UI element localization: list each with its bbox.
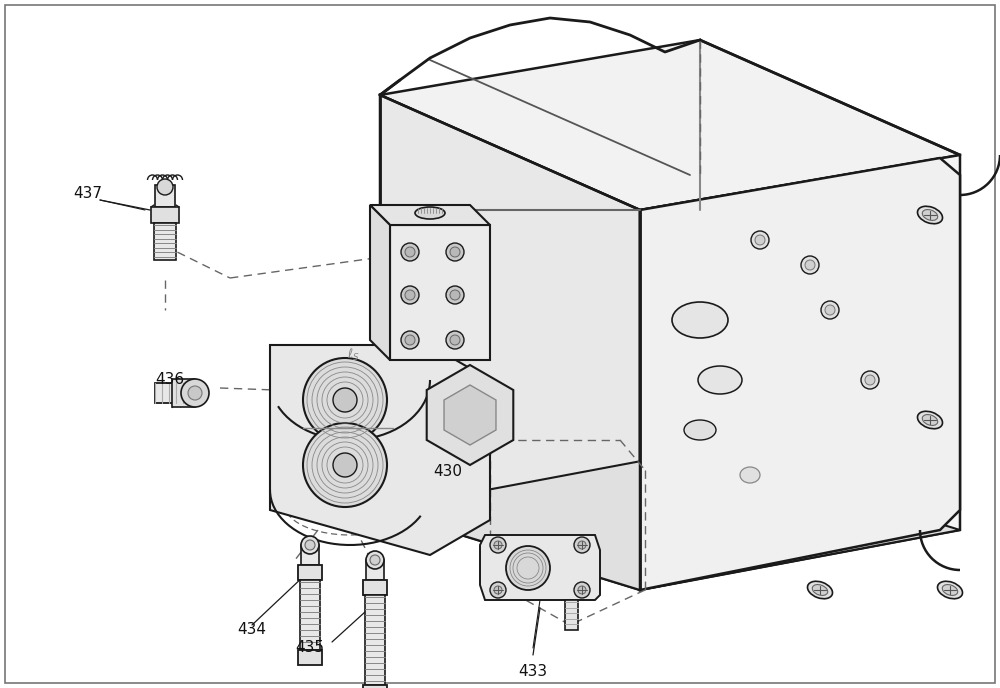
Ellipse shape	[366, 551, 384, 569]
Ellipse shape	[446, 243, 464, 261]
Polygon shape	[363, 685, 387, 688]
Ellipse shape	[865, 375, 875, 385]
Ellipse shape	[821, 301, 839, 319]
Ellipse shape	[181, 379, 209, 407]
Polygon shape	[380, 450, 960, 590]
Ellipse shape	[405, 335, 415, 345]
Text: 435: 435	[296, 641, 324, 656]
Polygon shape	[390, 225, 490, 360]
Ellipse shape	[574, 537, 590, 553]
Ellipse shape	[450, 247, 460, 257]
Ellipse shape	[305, 540, 315, 550]
Polygon shape	[300, 580, 320, 650]
Polygon shape	[365, 595, 385, 685]
Polygon shape	[155, 185, 175, 207]
Ellipse shape	[446, 286, 464, 304]
Polygon shape	[363, 580, 387, 595]
Ellipse shape	[805, 260, 815, 270]
Polygon shape	[172, 379, 195, 407]
Ellipse shape	[370, 555, 380, 565]
Polygon shape	[640, 158, 960, 590]
Ellipse shape	[578, 541, 586, 549]
Text: 433: 433	[518, 665, 548, 680]
Ellipse shape	[333, 453, 357, 477]
Polygon shape	[380, 95, 640, 590]
Ellipse shape	[401, 286, 419, 304]
Ellipse shape	[751, 231, 769, 249]
Polygon shape	[270, 345, 490, 555]
Ellipse shape	[450, 335, 460, 345]
Polygon shape	[366, 560, 384, 580]
Ellipse shape	[400, 282, 440, 338]
Ellipse shape	[922, 210, 938, 220]
Ellipse shape	[490, 537, 506, 553]
Ellipse shape	[937, 581, 963, 599]
Polygon shape	[5, 5, 995, 683]
Ellipse shape	[755, 235, 765, 245]
Ellipse shape	[684, 420, 716, 440]
Ellipse shape	[405, 290, 415, 300]
Polygon shape	[154, 223, 176, 260]
Polygon shape	[155, 383, 195, 403]
Polygon shape	[444, 385, 496, 445]
Polygon shape	[370, 205, 490, 225]
Ellipse shape	[303, 423, 387, 507]
Ellipse shape	[942, 585, 958, 595]
Text: 430: 430	[434, 464, 462, 480]
Ellipse shape	[446, 331, 464, 349]
Polygon shape	[480, 535, 600, 600]
Ellipse shape	[825, 305, 835, 315]
Polygon shape	[298, 650, 322, 665]
Ellipse shape	[494, 541, 502, 549]
Polygon shape	[370, 205, 390, 360]
Ellipse shape	[333, 388, 357, 412]
Polygon shape	[640, 155, 960, 590]
Polygon shape	[380, 40, 960, 210]
Polygon shape	[298, 565, 322, 580]
Text: 436: 436	[155, 372, 185, 387]
Ellipse shape	[861, 371, 879, 389]
Ellipse shape	[450, 290, 460, 300]
Ellipse shape	[574, 582, 590, 598]
Ellipse shape	[578, 586, 586, 594]
Text: 437: 437	[74, 186, 103, 200]
Polygon shape	[427, 365, 513, 465]
Text: 434: 434	[238, 623, 266, 638]
Ellipse shape	[917, 411, 943, 429]
Ellipse shape	[303, 358, 387, 442]
Ellipse shape	[812, 585, 828, 595]
Ellipse shape	[506, 546, 550, 590]
Polygon shape	[565, 600, 578, 630]
Ellipse shape	[401, 243, 419, 261]
Ellipse shape	[801, 256, 819, 274]
Polygon shape	[301, 545, 319, 565]
Ellipse shape	[494, 586, 502, 594]
Ellipse shape	[922, 415, 938, 425]
Ellipse shape	[490, 582, 506, 598]
Ellipse shape	[415, 207, 445, 219]
Ellipse shape	[157, 179, 173, 195]
Ellipse shape	[807, 581, 833, 599]
Ellipse shape	[698, 366, 742, 394]
Text: $\ell_S$: $\ell_S$	[347, 347, 359, 363]
Ellipse shape	[740, 467, 760, 483]
Ellipse shape	[672, 302, 728, 338]
Ellipse shape	[917, 206, 943, 224]
Ellipse shape	[401, 331, 419, 349]
Ellipse shape	[188, 386, 202, 400]
Ellipse shape	[301, 536, 319, 554]
Polygon shape	[151, 207, 179, 223]
Ellipse shape	[405, 247, 415, 257]
